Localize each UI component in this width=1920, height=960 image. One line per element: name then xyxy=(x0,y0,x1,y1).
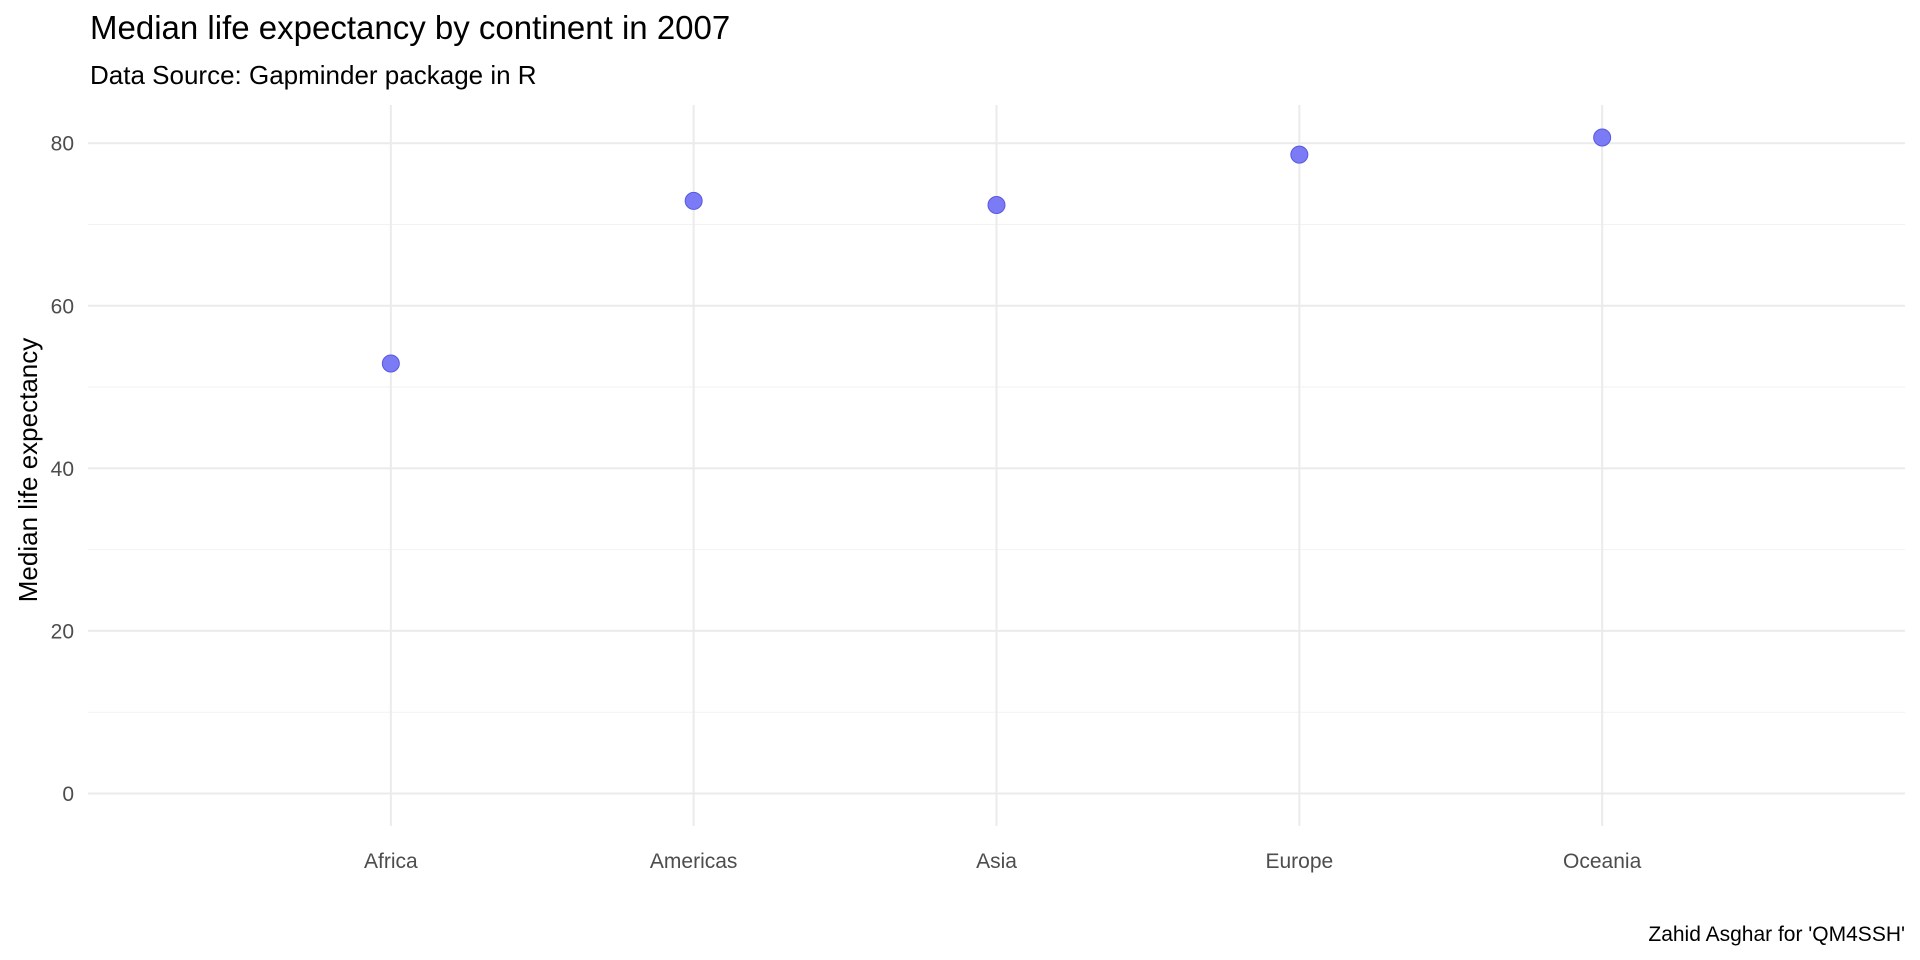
data-point xyxy=(987,195,1006,214)
chart-subtitle: Data Source: Gapminder package in R xyxy=(90,60,537,90)
x-tick-label: Africa xyxy=(364,850,418,873)
x-tick-label: Americas xyxy=(650,850,738,873)
y-axis-title: Median life expectancy xyxy=(13,338,43,602)
y-tick-label: 20 xyxy=(51,620,74,643)
data-point xyxy=(1593,128,1612,147)
data-points xyxy=(381,128,1612,373)
y-tick-label: 0 xyxy=(62,783,74,806)
x-tick-label: Oceania xyxy=(1563,850,1642,873)
x-tick-label: Asia xyxy=(976,850,1017,873)
chart-title: Median life expectancy by continent in 2… xyxy=(90,9,730,46)
data-point xyxy=(381,354,400,373)
chart-caption: Zahid Asghar for 'QM4SSH' xyxy=(1648,923,1905,946)
x-axis-tick-labels: Africa Americas Asia Europe Oceania xyxy=(364,850,1642,873)
y-axis-tick-labels: 0 20 40 60 80 xyxy=(51,133,74,806)
x-tick-label: Europe xyxy=(1265,850,1333,873)
data-point xyxy=(1290,145,1309,164)
y-tick-label: 40 xyxy=(51,458,74,481)
data-point xyxy=(684,191,703,210)
y-tick-label: 80 xyxy=(51,133,74,156)
y-tick-label: 60 xyxy=(51,295,74,318)
grid-lines xyxy=(88,105,1905,826)
